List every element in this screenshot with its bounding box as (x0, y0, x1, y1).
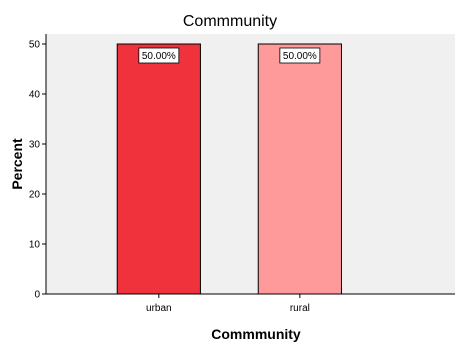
bars: 50.00% 50.00% (116, 43, 342, 295)
x-tick-label-rural: rural (290, 303, 310, 314)
bar-urban (116, 43, 201, 295)
y-tick-label: 50 (29, 40, 41, 51)
plot-area (46, 34, 455, 294)
data-label-rural: 50.00% (283, 51, 317, 62)
data-label-urban: 50.00% (142, 51, 176, 62)
y-axis: 0 10 20 30 40 50 (29, 34, 47, 301)
chart-title: Commmunity (183, 13, 277, 30)
x-axis-title: Commmunity (211, 326, 301, 342)
data-label-box-rural (279, 47, 321, 64)
y-axis-title: Percent (9, 138, 25, 190)
y-tick-label: 10 (29, 240, 41, 251)
x-axis: urban rural (46, 293, 455, 314)
y-tick-label: 30 (29, 140, 41, 151)
bar-rural (257, 43, 342, 295)
y-tick-label: 40 (29, 90, 41, 101)
data-label-box-urban (138, 47, 180, 64)
y-tick-label: 20 (29, 190, 41, 201)
y-tick-label: 0 (34, 290, 40, 301)
x-tick-label-urban: urban (146, 303, 172, 314)
